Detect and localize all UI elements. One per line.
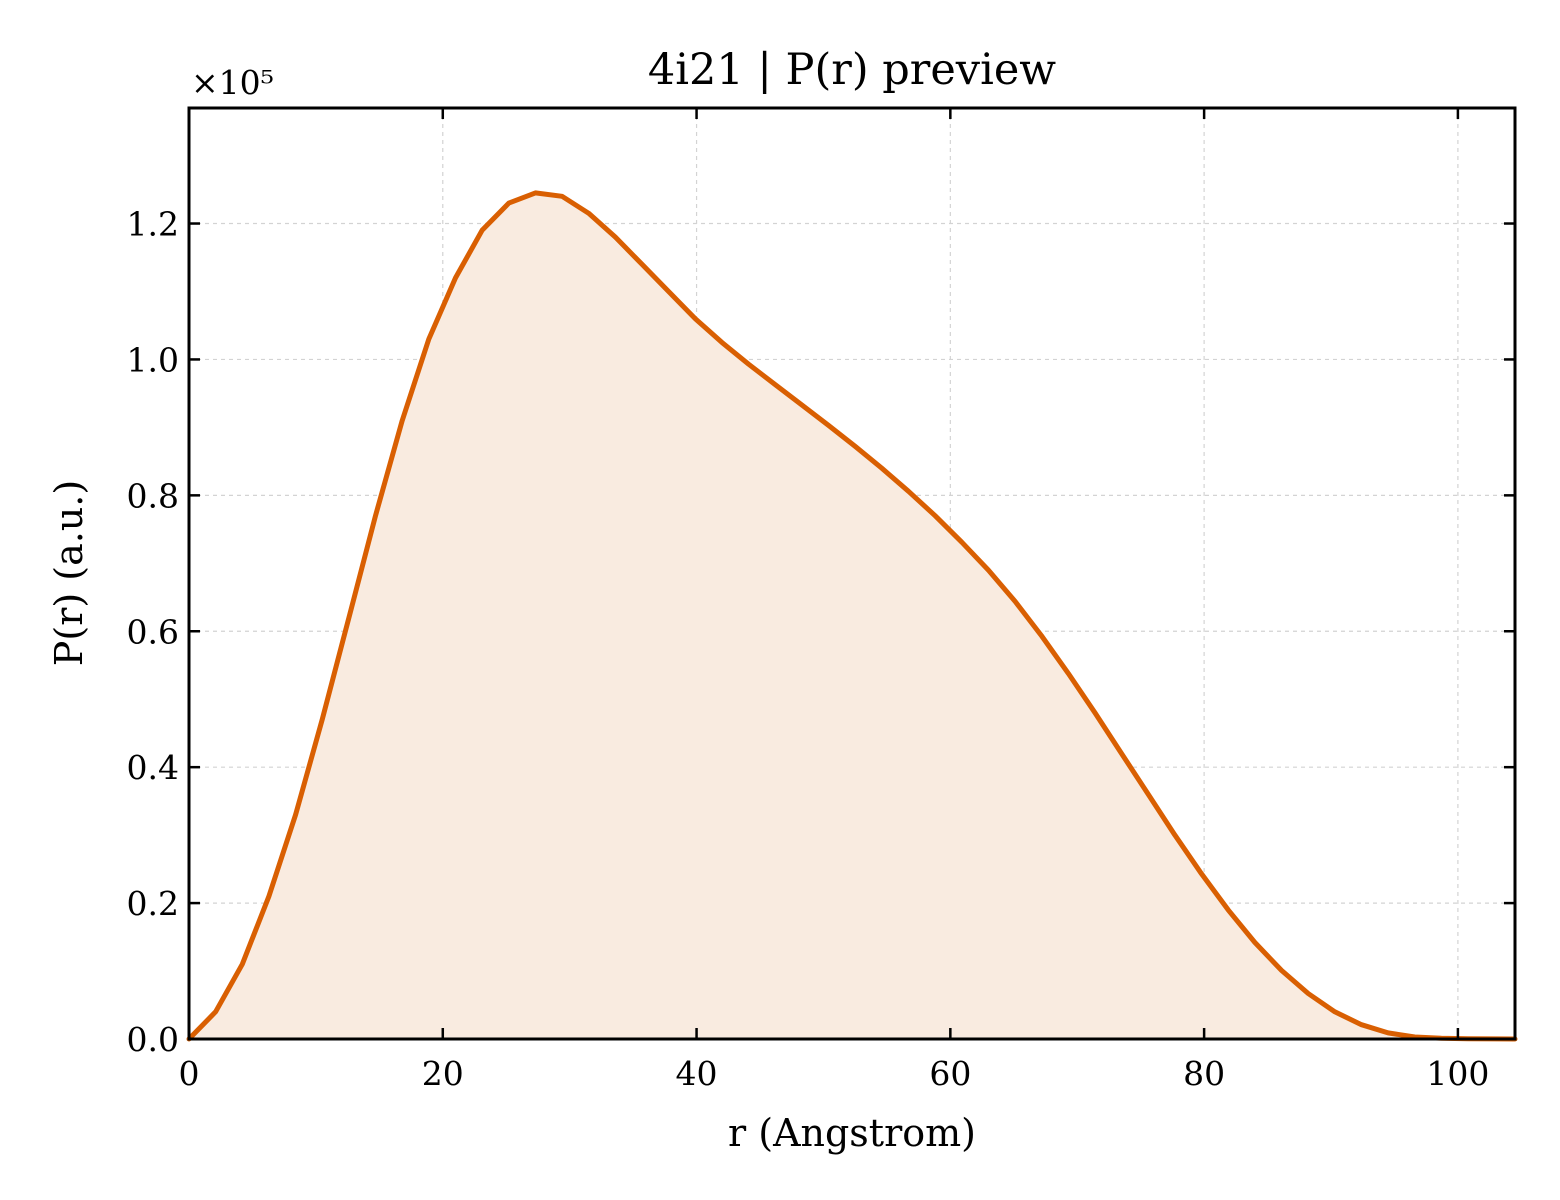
y-tick-label: 0.4 (127, 748, 179, 787)
x-tick-label: 80 (1183, 1054, 1225, 1093)
y-axis-exponent-label: ×10⁵ (191, 63, 274, 102)
area-fill (189, 192, 1515, 1039)
y-tick-label: 0.0 (127, 1020, 179, 1059)
y-tick-label: 0.6 (127, 612, 179, 651)
chart-title: 4i21 | P(r) preview (648, 45, 1056, 95)
ticks-layer: 0 20 40 60 80 100 0.0 0.2 0.4 0.6 0.8 1.0 1.2 (127, 108, 1515, 1093)
x-tick-label: 20 (422, 1054, 464, 1093)
x-axis-label: r (Angstrom) (728, 1111, 976, 1155)
x-tick-label: 60 (929, 1054, 971, 1093)
y-tick-label: 0.2 (127, 884, 179, 923)
y-tick-label: 0.8 (127, 476, 179, 515)
series-line-layer (186, 190, 1518, 1042)
y-tick-label: 1.2 (127, 205, 179, 244)
area-fill-layer (189, 192, 1515, 1039)
y-axis-label: P(r) (a.u.) (47, 480, 91, 666)
plot-frame (187, 106, 1517, 1041)
y-tick-label: 1.0 (127, 340, 179, 379)
x-tick-label: 0 (179, 1054, 200, 1093)
series-line (186, 190, 1518, 1042)
x-tick-label: 40 (676, 1054, 718, 1093)
x-tick-label: 100 (1426, 1054, 1489, 1093)
